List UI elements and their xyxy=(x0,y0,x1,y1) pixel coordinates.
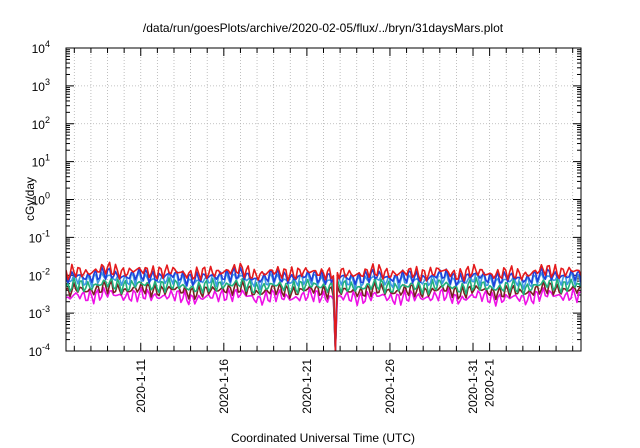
series-line xyxy=(66,276,581,351)
series-line xyxy=(66,265,581,351)
y-tick-label: 10-4 xyxy=(29,342,50,359)
y-tick-exponent: -3 xyxy=(42,304,50,314)
y-tick-exponent: 1 xyxy=(45,153,50,163)
grid xyxy=(66,48,581,351)
y-tick-label: 10-2 xyxy=(29,266,50,283)
x-tick-label: 2020-1-16 xyxy=(217,359,231,414)
y-tick-exponent: -2 xyxy=(42,266,50,276)
y-tick-exponent: 3 xyxy=(45,77,50,87)
y-axis-label: cGy/day xyxy=(23,177,37,221)
y-tick-exponent: 0 xyxy=(45,191,50,201)
x-tick-label: 2020-1-21 xyxy=(300,359,314,414)
x-tick-label: 2020-1-26 xyxy=(383,359,397,414)
x-axis: 2020-1-11 2020-1-16 2020-1-21 2020-1-26 2020… xyxy=(73,48,574,414)
x-tick-label: 2020-1-31 xyxy=(466,359,480,414)
y-tick-label: 10-3 xyxy=(29,304,50,321)
chart-title: /data/run/goesPlots/archive/2020-02-05/f… xyxy=(143,21,504,35)
y-tick-label: 101 xyxy=(32,153,50,170)
y-tick-exponent: 2 xyxy=(45,115,50,125)
x-tick-label: 2020-1-11 xyxy=(134,359,148,413)
series-clip-group xyxy=(66,261,581,351)
y-tick-label: 104 xyxy=(32,39,50,56)
x-axis-label: Coordinated Universal Time (UTC) xyxy=(231,431,415,445)
series-layer xyxy=(66,261,581,351)
plot-frame xyxy=(65,47,582,352)
series-line xyxy=(66,286,581,351)
y-tick-exponent: -1 xyxy=(42,228,50,238)
y-tick-label: 102 xyxy=(32,115,50,132)
y-tick-label: 103 xyxy=(32,77,50,94)
y-tick-exponent: 4 xyxy=(45,39,50,49)
x-tick-label: 2020-2-1 xyxy=(483,359,497,407)
y-tick-label: 10-1 xyxy=(29,228,50,245)
series-line xyxy=(66,261,581,351)
y-tick-exponent: -4 xyxy=(42,342,50,352)
